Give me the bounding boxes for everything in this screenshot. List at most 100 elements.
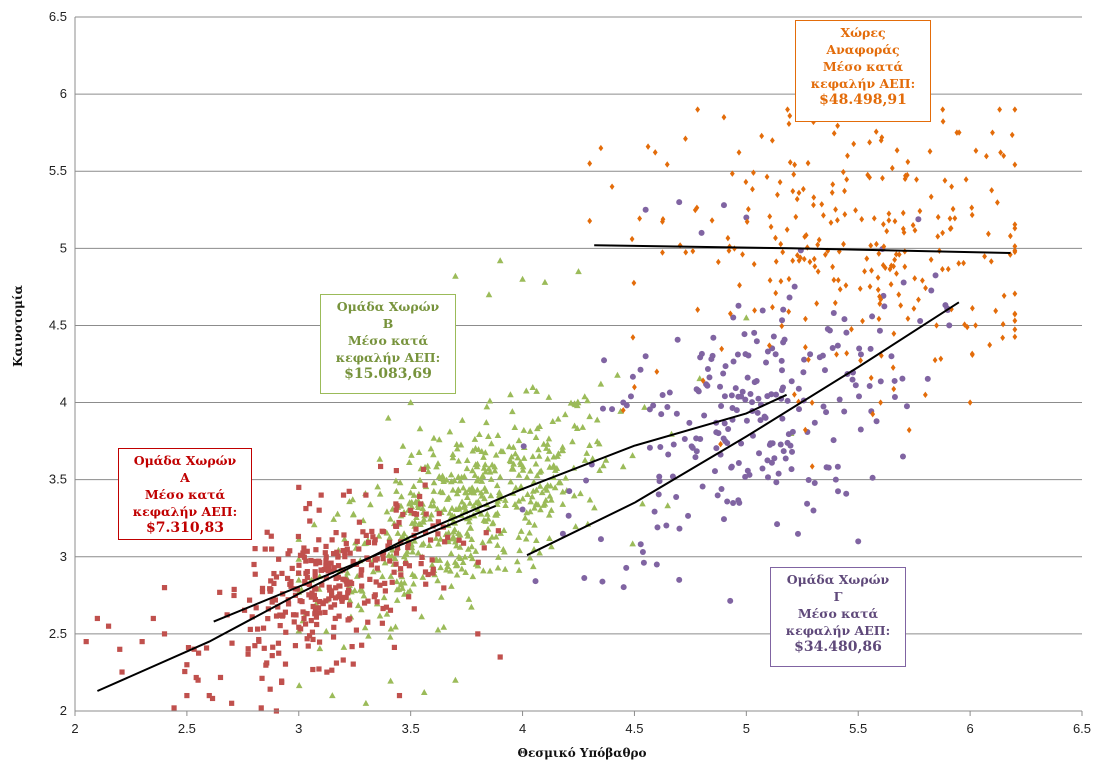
point-group-Χώρες Αναφοράς — [889, 164, 895, 172]
point-group-B — [512, 484, 520, 491]
point-group-A — [277, 622, 283, 629]
point-group-B — [419, 505, 426, 512]
point-group-Χώρες Αναφοράς — [805, 159, 811, 167]
point-group-B — [543, 444, 550, 451]
point-group-Χώρες Αναφοράς — [845, 152, 850, 159]
point-group-A — [206, 692, 212, 699]
point-group-B — [485, 291, 493, 298]
point-group-Χώρες Αναφοράς — [849, 326, 854, 333]
point-group-B — [586, 496, 594, 503]
point-group-Γ — [768, 459, 775, 466]
point-group-A — [251, 561, 257, 568]
point-group-A — [420, 466, 427, 472]
point-group-A — [265, 616, 271, 622]
point-group-A — [83, 639, 89, 645]
point-group-A — [422, 529, 429, 536]
point-group-Χώρες Αναφοράς — [767, 213, 773, 220]
point-group-A — [264, 660, 270, 666]
point-group-A — [331, 565, 337, 571]
point-group-A — [435, 531, 441, 537]
point-group-Γ — [780, 306, 787, 313]
point-group-B — [517, 527, 525, 534]
point-group-A — [374, 599, 380, 605]
point-group-B — [481, 484, 489, 491]
point-group-A — [139, 639, 145, 645]
point-group-Γ — [747, 390, 754, 397]
point-group-Γ — [654, 524, 661, 531]
point-group-B — [492, 451, 500, 458]
point-group-A — [393, 523, 400, 529]
point-group-Χώρες Αναφοράς — [736, 149, 742, 156]
point-group-B — [479, 473, 486, 480]
point-group-B — [474, 475, 482, 482]
point-group-B — [507, 391, 514, 398]
point-group-B — [430, 434, 438, 441]
point-group-B — [542, 484, 549, 491]
point-group-Χώρες Αναφοράς — [989, 187, 995, 194]
point-group-A — [252, 546, 258, 552]
point-group-Γ — [778, 357, 785, 364]
point-group-Χώρες Αναφοράς — [809, 463, 815, 470]
point-group-Χώρες Αναφοράς — [932, 356, 938, 364]
point-group-A — [256, 638, 262, 644]
point-group-B — [554, 415, 562, 422]
point-group-Γ — [742, 351, 749, 358]
point-group-Χώρες Αναφοράς — [835, 276, 841, 284]
point-group-B — [470, 489, 478, 496]
point-group-Γ — [826, 327, 833, 334]
point-group-B — [619, 463, 627, 470]
point-group-A — [380, 556, 386, 562]
point-group-Χώρες Αναφοράς — [969, 350, 975, 358]
point-group-B — [453, 490, 461, 497]
point-group-B — [401, 590, 408, 597]
point-group-B — [393, 487, 400, 494]
point-group-A — [332, 595, 339, 601]
point-group-A — [400, 511, 406, 518]
point-group-B — [415, 448, 423, 455]
point-group-Γ — [704, 366, 711, 373]
point-group-A — [224, 612, 230, 618]
trendline-group-A — [213, 504, 497, 623]
point-group-B — [468, 535, 476, 542]
point-group-B — [479, 539, 486, 546]
point-group-A — [252, 571, 258, 577]
point-group-Χώρες Αναφοράς — [700, 377, 706, 384]
point-group-A — [372, 537, 378, 543]
point-group-Χώρες Αναφοράς — [945, 265, 951, 273]
point-group-A — [325, 568, 331, 574]
point-group-B — [443, 566, 450, 573]
point-group-A — [363, 492, 369, 498]
point-group-Χώρες Αναφοράς — [904, 171, 910, 179]
point-group-B — [341, 535, 348, 542]
point-group-A — [408, 507, 414, 514]
point-group-B — [461, 473, 468, 480]
point-group-B — [410, 580, 417, 587]
x-tick-label: 3.5 — [402, 721, 420, 736]
point-group-B — [591, 504, 598, 511]
point-group-B — [374, 483, 381, 490]
point-group-B — [462, 568, 469, 575]
point-group-B — [440, 623, 448, 630]
point-group-Χώρες Αναφοράς — [876, 250, 882, 257]
point-group-Χώρες Αναφοράς — [598, 144, 604, 152]
point-group-A — [322, 550, 328, 556]
y-tick-label: 3.5 — [49, 472, 67, 487]
point-group-B — [482, 468, 489, 475]
point-group-Χώρες Αναφοράς — [786, 308, 792, 315]
point-group-B — [526, 529, 533, 536]
point-group-Γ — [722, 363, 729, 370]
point-group-Γ — [830, 309, 837, 316]
point-group-B — [535, 446, 542, 453]
point-group-Χώρες Αναφοράς — [876, 315, 882, 323]
point-group-A — [313, 614, 320, 620]
point-group-B — [629, 452, 636, 459]
point-group-A — [333, 575, 339, 582]
point-group-A — [429, 557, 435, 563]
point-group-Γ — [807, 351, 814, 358]
point-group-B — [516, 547, 523, 554]
point-group-Χώρες Αναφοράς — [796, 189, 802, 197]
point-group-A — [283, 629, 289, 635]
point-group-B — [460, 484, 467, 491]
point-group-A — [387, 607, 394, 613]
y-tick-label: 4.5 — [49, 317, 67, 332]
